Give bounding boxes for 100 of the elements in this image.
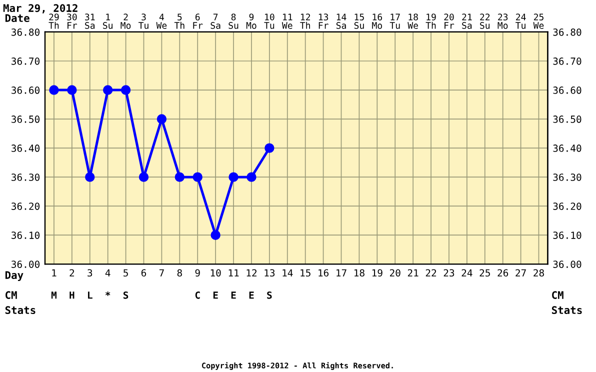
text: S xyxy=(123,291,128,299)
text: L xyxy=(88,292,92,299)
text: 31 Sa xyxy=(85,14,95,29)
y-tick-label: 36.20 xyxy=(12,202,40,210)
x-tick-label: 7 xyxy=(159,269,164,276)
y-tick-label: 36.80 xyxy=(12,28,40,36)
x-tick-label: 25 xyxy=(480,269,490,277)
point xyxy=(49,85,59,95)
x-tick-label: 6 xyxy=(141,269,146,277)
x-tick-label: 14 xyxy=(282,269,293,276)
y-tick-label: 36.10 xyxy=(12,232,40,239)
text: 13 Fr xyxy=(318,14,328,29)
x-tick-label: 23 xyxy=(444,269,454,277)
y2-tick-label: 36.30 xyxy=(553,174,582,181)
text: E xyxy=(231,292,236,299)
text: Date xyxy=(5,14,30,22)
y-tick-label: 36.70 xyxy=(12,58,40,65)
y2-tick-label: 36.50 xyxy=(553,116,582,123)
x-tick-label: 26 xyxy=(498,269,508,277)
point xyxy=(120,85,131,95)
y2-tick-label: 36.10 xyxy=(553,232,582,239)
text: 6 Fr xyxy=(193,14,203,29)
y2-tick-label: 36.60 xyxy=(553,86,582,94)
text: H xyxy=(70,292,74,299)
text: 4 We xyxy=(156,14,167,29)
text: Mar 29, 2012 xyxy=(3,4,78,14)
text: 15 Su xyxy=(354,14,364,29)
text: 19 Th xyxy=(426,14,436,29)
x-tick-label: 2 xyxy=(70,269,74,276)
text: E xyxy=(213,292,218,299)
text: S xyxy=(267,291,272,299)
text: 25 We xyxy=(533,14,544,29)
text: 3 Tu xyxy=(138,14,148,29)
text: 1 Su xyxy=(103,14,112,29)
x-tick-label: 8 xyxy=(177,269,182,277)
x-tick-label: 24 xyxy=(462,269,472,276)
text: C xyxy=(195,291,200,299)
x-tick-label: 5 xyxy=(124,269,128,277)
y2-tick-label: 36.80 xyxy=(553,28,582,36)
point xyxy=(228,172,238,182)
text: 17 Tu xyxy=(390,14,400,29)
x-tick-label: 10 xyxy=(210,269,221,277)
text: 21 Sa xyxy=(462,14,472,29)
x-tick-label: 22 xyxy=(426,269,436,276)
y-tick-label: 36.40 xyxy=(12,144,40,152)
text: * xyxy=(105,291,110,296)
y2-tick-label: 36.70 xyxy=(553,58,582,65)
text: E xyxy=(249,292,254,299)
text: 20 Fr xyxy=(444,14,454,29)
text: 9 Mo xyxy=(246,14,256,29)
text: M xyxy=(51,292,56,299)
text: 11 We xyxy=(282,14,292,29)
text: Day xyxy=(5,271,24,282)
x-tick-label: 11 xyxy=(228,269,239,276)
y-tick-label: 36.50 xyxy=(12,116,40,123)
x-tick-label: 20 xyxy=(390,269,400,277)
text: 14 Sa xyxy=(336,14,346,29)
point xyxy=(210,230,220,240)
x-tick-label: 3 xyxy=(88,269,92,277)
x-tick-label: 9 xyxy=(195,269,200,277)
point xyxy=(264,143,274,153)
x-tick-label: 17 xyxy=(336,269,346,276)
y-tick-label: 36.00 xyxy=(12,260,40,268)
text: 7 Sa xyxy=(210,14,220,29)
text: 8 Su xyxy=(228,14,238,29)
text: 22 Su xyxy=(480,14,490,29)
point xyxy=(102,85,113,95)
x-tick-label: 15 xyxy=(300,269,310,277)
text: 29 Th xyxy=(48,14,59,29)
text: 10 Tu xyxy=(264,14,274,29)
text: 18 We xyxy=(408,14,418,29)
text: CM xyxy=(6,291,17,300)
x-tick-label: 12 xyxy=(246,269,256,276)
text: 2 Mo xyxy=(120,14,131,29)
y-tick-label: 36.30 xyxy=(12,174,40,181)
x-tick-label: 13 xyxy=(264,269,275,277)
x-tick-label: 21 xyxy=(408,269,418,276)
text: 16 Mo xyxy=(372,14,382,29)
x-tick-label: 16 xyxy=(318,269,329,277)
text: 23 Mo xyxy=(498,14,508,29)
text: 5 Th xyxy=(174,14,184,29)
text: 24 Tu xyxy=(516,14,526,29)
point xyxy=(138,172,149,182)
text: 12 Th xyxy=(300,14,310,29)
x-tick-label: 28 xyxy=(534,269,544,277)
point xyxy=(156,114,167,124)
point xyxy=(85,172,95,182)
x-tick-label: 4 xyxy=(105,269,110,276)
point xyxy=(67,85,77,95)
text: 30 Fr xyxy=(67,14,78,29)
y-tick-label: 36.60 xyxy=(12,86,40,94)
text: CM xyxy=(552,291,564,300)
y2-tick-label: 36.00 xyxy=(553,260,582,268)
y2-tick-label: 36.20 xyxy=(553,202,582,210)
point xyxy=(174,172,185,182)
point xyxy=(246,172,256,182)
x-tick-label: 27 xyxy=(516,269,526,276)
point xyxy=(192,172,202,182)
x-tick-label: 1 xyxy=(52,269,56,276)
x-tick-label: 18 xyxy=(354,269,364,277)
